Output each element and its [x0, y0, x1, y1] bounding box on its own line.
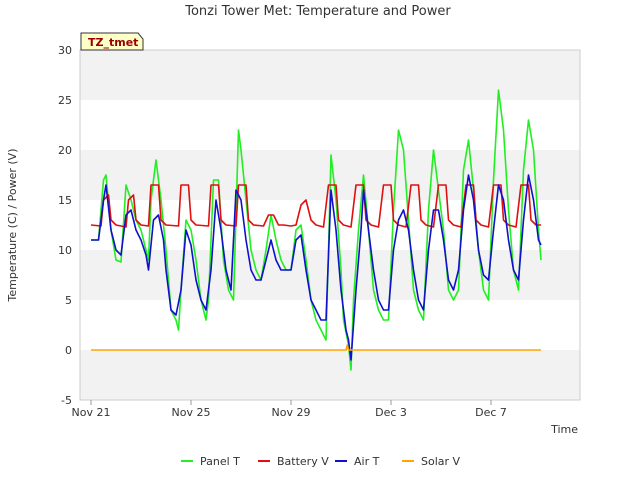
site-tag-box	[80, 32, 144, 51]
grid-band	[80, 50, 580, 100]
y-tick-label: -5	[61, 394, 72, 407]
legend-label-panel-t: Panel T	[200, 455, 240, 468]
x-tick-label: Dec 3	[375, 406, 407, 419]
site-tag-label: TZ_tmet	[88, 36, 138, 49]
plot-frame	[79, 49, 581, 401]
x-tick-label: Nov 29	[272, 406, 311, 419]
grid-band	[80, 250, 580, 300]
legend: Panel T Battery V Air T Solar V	[181, 455, 461, 468]
y-tick-label: 5	[65, 294, 72, 307]
x-tick-label: Dec 7	[475, 406, 507, 419]
y-tick-label: 0	[65, 344, 72, 357]
x-tick-label: Nov 25	[172, 406, 211, 419]
series-lines	[90, 89, 542, 371]
y-tick-label: 30	[58, 44, 72, 57]
x-tick-label: Nov 21	[72, 406, 111, 419]
series-line-battery-v	[90, 184, 541, 228]
legend-label-battery-v: Battery V	[277, 455, 329, 468]
series-line-panel-t	[91, 89, 542, 371]
x-axis-ticks: Nov 21 Nov 25 Nov 29 Dec 3 Dec 7	[72, 400, 507, 419]
y-tick-label: 10	[58, 244, 72, 257]
y-tick-label: 20	[58, 144, 72, 157]
grid-band	[80, 350, 580, 400]
grid-band	[80, 300, 580, 350]
y-axis-label: Temperature (C) / Power (V)	[6, 148, 19, 302]
legend-label-solar-v: Solar V	[421, 455, 461, 468]
y-tick-label: 15	[58, 194, 72, 207]
series-line-solar-v	[91, 344, 541, 351]
series-line-air-t	[91, 174, 542, 361]
chart-title: Tonzi Tower Met: Temperature and Power	[184, 4, 451, 19]
site-tag: TZ_tmet	[80, 32, 144, 51]
y-tick-label: 25	[58, 94, 72, 107]
y-axis-ticks: -5 0 5 10 15 20 25 30	[58, 44, 72, 407]
x-axis-label: Time	[550, 423, 578, 436]
legend-label-air-t: Air T	[354, 455, 380, 468]
